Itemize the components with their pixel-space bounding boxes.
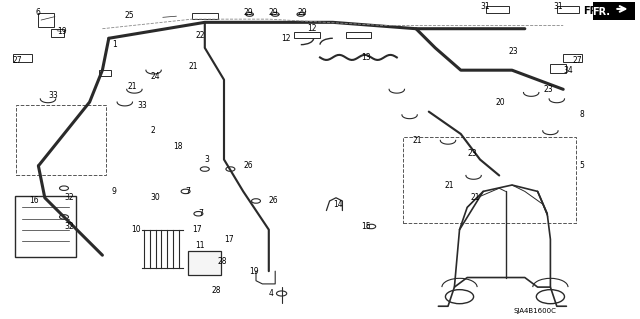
Text: 21: 21 [445,181,454,189]
Text: FR.: FR. [584,6,602,16]
Text: 21: 21 [189,63,198,71]
Text: 29: 29 [298,8,307,17]
Text: 28: 28 [211,286,221,295]
Text: 23: 23 [509,47,518,56]
Text: 3: 3 [205,155,210,164]
Text: 8: 8 [579,110,584,119]
Text: 13: 13 [362,53,371,62]
Text: 12: 12 [307,24,317,33]
Text: 4: 4 [269,289,274,298]
Text: 29: 29 [243,8,253,17]
Text: 26: 26 [243,161,253,170]
Text: 17: 17 [224,235,234,244]
Text: 7: 7 [198,209,204,218]
Text: 9: 9 [112,187,117,196]
Text: 25: 25 [125,11,134,20]
Text: 20: 20 [496,98,506,107]
Text: 15: 15 [362,222,371,231]
Bar [563,54,582,62]
Text: 23: 23 [544,85,554,94]
Bar [38,13,54,27]
Text: 33: 33 [48,91,58,100]
Bar [294,32,320,38]
Bar [51,29,64,37]
Text: 10: 10 [131,225,141,234]
Text: 18: 18 [173,142,182,151]
Text: 5: 5 [579,161,584,170]
Text: 27: 27 [573,56,582,65]
Text: 34: 34 [563,66,573,75]
Text: 32: 32 [64,193,74,202]
Text: 6: 6 [35,8,40,17]
Text: 23: 23 [467,149,477,158]
Text: 19: 19 [58,27,67,36]
Text: 26: 26 [269,197,278,205]
Text: 22: 22 [195,31,205,40]
Text: SJA4B1600C: SJA4B1600C [514,308,557,314]
Bar [99,70,111,76]
Text: 24: 24 [150,72,160,81]
Bar [192,13,218,19]
Text: 21: 21 [470,193,480,202]
Text: 30: 30 [150,193,160,202]
Text: 31: 31 [480,2,490,11]
Text: 21: 21 [128,82,138,91]
Bar [550,64,566,73]
Bar [346,32,371,38]
Text: 12: 12 [282,34,291,43]
Text: 16: 16 [29,197,38,205]
FancyBboxPatch shape [188,251,221,275]
Bar [13,54,32,62]
Text: FR.: FR. [593,7,611,17]
FancyBboxPatch shape [593,2,635,20]
Text: 29: 29 [269,8,278,17]
Text: 21: 21 [413,136,422,145]
Text: 11: 11 [195,241,205,250]
Text: 28: 28 [218,257,227,266]
Text: 14: 14 [333,200,342,209]
Text: 17: 17 [192,225,202,234]
Text: 33: 33 [138,101,147,110]
Text: 31: 31 [554,2,563,11]
Text: 2: 2 [150,126,155,135]
Bar [486,6,509,13]
Text: 1: 1 [112,40,116,49]
Text: 7: 7 [186,187,191,196]
Text: 27: 27 [13,56,22,65]
Bar [557,6,579,13]
Text: 32: 32 [64,222,74,231]
Text: 19: 19 [250,267,259,276]
